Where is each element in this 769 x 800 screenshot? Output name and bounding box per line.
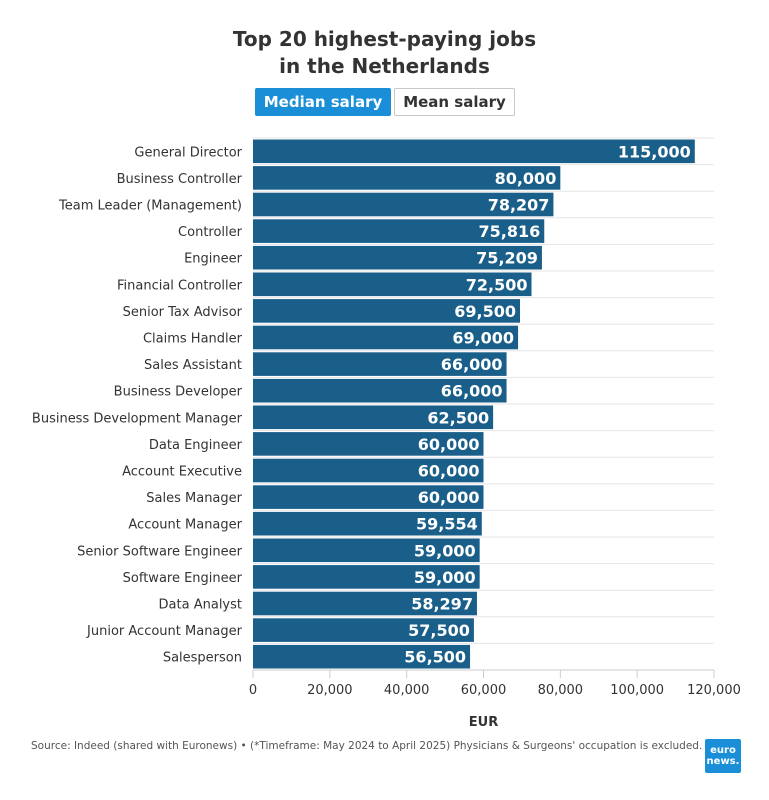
data-label: 58,297	[411, 595, 473, 614]
chart-title-line2: in the Netherlands	[279, 54, 490, 78]
x-tick-label: 80,000	[538, 683, 584, 698]
bar	[253, 272, 532, 297]
data-label: 56,500	[404, 648, 466, 667]
category-label: Junior Account Manager	[86, 624, 243, 639]
bar	[253, 485, 484, 509]
category-label: Business Controller	[117, 172, 243, 187]
bar	[253, 166, 561, 190]
category-label: Senior Tax Advisor	[123, 305, 243, 320]
bar	[253, 432, 484, 456]
category-label: Engineer	[184, 252, 243, 267]
data-label: 66,000	[441, 382, 503, 401]
logo-line1: euro	[710, 745, 736, 756]
chart-title: Top 20 highest-paying jobs in the Nether…	[0, 26, 769, 80]
bar	[253, 299, 520, 323]
data-label: 75,816	[479, 222, 541, 241]
chart-title-line1: Top 20 highest-paying jobs	[232, 27, 537, 51]
bar	[253, 644, 471, 669]
bar	[253, 511, 482, 536]
bar	[253, 219, 545, 243]
data-label: 80,000	[495, 169, 557, 188]
category-label: Business Development Manager	[32, 411, 243, 426]
x-tick-label: 0	[249, 683, 257, 698]
bar	[253, 139, 695, 164]
data-label: 75,209	[476, 249, 538, 268]
data-label: 69,000	[452, 329, 514, 348]
category-label: Controller	[178, 225, 243, 240]
data-label: 78,207	[488, 196, 550, 215]
bar	[253, 378, 507, 403]
data-label: 72,500	[466, 275, 528, 294]
category-label: Sales Manager	[146, 491, 242, 506]
data-label: 60,000	[418, 488, 480, 507]
data-label: 69,500	[454, 302, 516, 321]
data-label: 66,000	[441, 355, 503, 374]
category-label: Software Engineer	[123, 571, 243, 586]
category-label: Claims Handler	[143, 332, 243, 347]
category-label: Account Manager	[128, 518, 242, 533]
category-label: Data Engineer	[149, 438, 243, 453]
data-label: 60,000	[418, 462, 480, 481]
category-label: General Director	[134, 145, 242, 160]
category-label: Salesperson	[163, 651, 242, 666]
mean-salary-tab[interactable]: Mean salary	[394, 88, 515, 116]
data-label: 57,500	[408, 621, 470, 640]
category-label: Team Leader (Management)	[58, 199, 242, 214]
bar	[253, 352, 507, 376]
data-label: 115,000	[618, 142, 691, 161]
bar	[253, 192, 554, 217]
category-label: Financial Controller	[117, 278, 243, 293]
logo-line2: news.	[706, 756, 740, 767]
x-tick-label: 100,000	[610, 683, 664, 698]
x-tick-label: 120,000	[687, 683, 741, 698]
bar	[253, 591, 477, 616]
bar	[253, 538, 480, 563]
data-label: 59,000	[414, 568, 476, 587]
x-tick-label: 40,000	[384, 683, 430, 698]
category-label: Senior Software Engineer	[77, 544, 243, 559]
data-label: 59,000	[414, 541, 476, 560]
euronews-logo: euro news.	[705, 739, 741, 773]
x-axis-title: EUR	[469, 715, 498, 730]
bar	[253, 325, 519, 350]
bar-chart: 115,000 General Director 80,000 Business Co…	[32, 137, 741, 730]
category-label: Data Analyst	[159, 598, 242, 613]
data-label: 62,500	[427, 408, 489, 427]
category-label: Sales Assistant	[144, 358, 242, 373]
bar	[253, 565, 480, 589]
bar	[253, 405, 494, 430]
data-label: 59,554	[416, 515, 478, 534]
bar	[253, 458, 484, 483]
x-tick-label: 60,000	[461, 683, 507, 698]
source-note: Source: Indeed (shared with Euronews) • …	[31, 740, 703, 752]
data-label: 60,000	[418, 435, 480, 454]
median-salary-tab[interactable]: Median salary	[255, 88, 391, 116]
bar	[253, 618, 474, 642]
category-label: Business Developer	[114, 385, 243, 400]
x-tick-label: 20,000	[307, 683, 353, 698]
category-label: Account Executive	[122, 465, 242, 480]
bar	[253, 245, 542, 270]
